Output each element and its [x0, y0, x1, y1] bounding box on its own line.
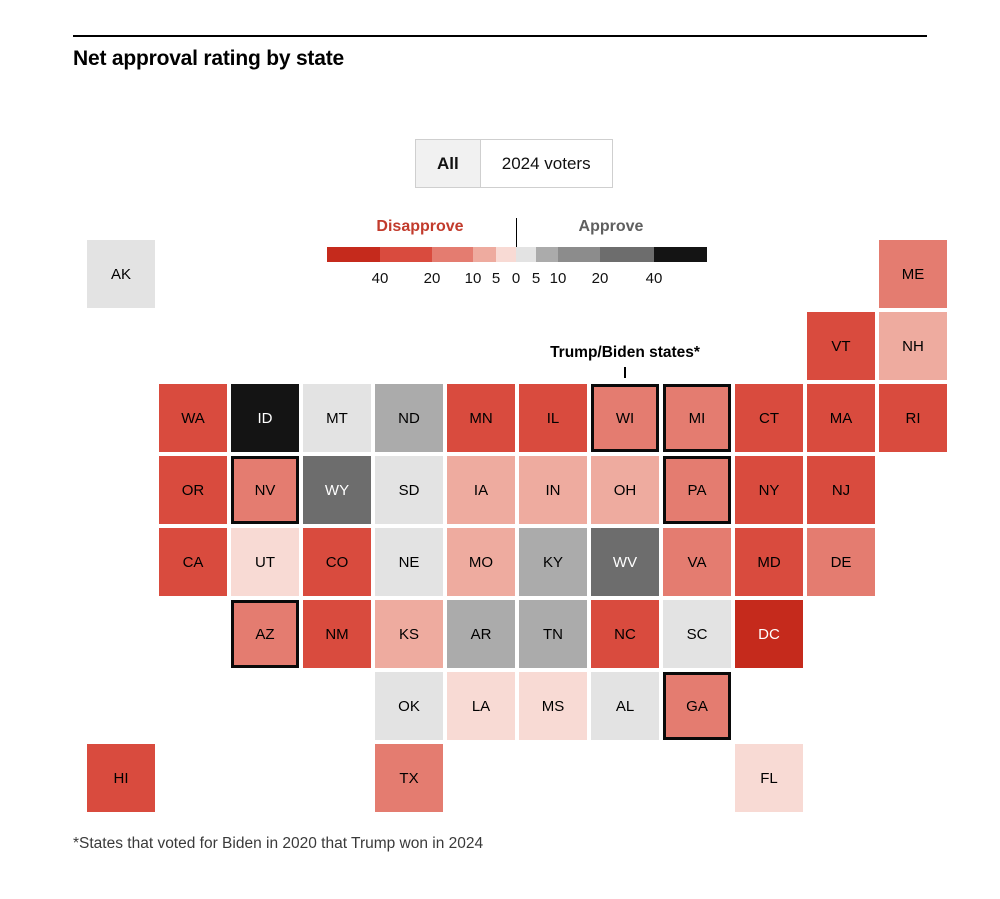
- state-tile-me[interactable]: ME: [879, 240, 947, 308]
- state-tile-az[interactable]: AZ: [231, 600, 299, 668]
- legend-ticks: 40 20 10 5 0 5 10 20 40: [327, 270, 707, 288]
- legend-disapprove-label: Disapprove: [376, 218, 464, 235]
- state-tile-pa[interactable]: PA: [663, 456, 731, 524]
- legend-segment-disapprove-0-5: [496, 247, 516, 262]
- state-tile-dc[interactable]: DC: [735, 600, 803, 668]
- state-tile-ak[interactable]: AK: [87, 240, 155, 308]
- legend-segment-approve-20-40: [600, 247, 654, 262]
- legend-tick-label: 10: [549, 270, 567, 287]
- state-tile-ga[interactable]: GA: [663, 672, 731, 740]
- legend-tick-label: 10: [464, 270, 482, 287]
- state-tile-hi[interactable]: HI: [87, 744, 155, 812]
- page-title: Net approval rating by state: [73, 47, 344, 70]
- state-tile-ma[interactable]: MA: [807, 384, 875, 452]
- state-tile-mt[interactable]: MT: [303, 384, 371, 452]
- audience-toggle: All 2024 voters: [415, 139, 613, 188]
- legend-tick-label: 40: [645, 270, 663, 287]
- state-tile-map: AK ME VT NH WA ID MT ND MN IL WI MI CT MA RI OR NV WY SD IA…: [87, 240, 947, 812]
- state-tile-fl[interactable]: FL: [735, 744, 803, 812]
- state-tile-md[interactable]: MD: [735, 528, 803, 596]
- state-tile-tx[interactable]: TX: [375, 744, 443, 812]
- footnote: *States that voted for Biden in 2020 tha…: [73, 835, 484, 852]
- state-tile-wv[interactable]: WV: [591, 528, 659, 596]
- state-tile-nd[interactable]: ND: [375, 384, 443, 452]
- state-tile-ky[interactable]: KY: [519, 528, 587, 596]
- legend-approve-label: Approve: [578, 218, 644, 235]
- state-tile-la[interactable]: LA: [447, 672, 515, 740]
- state-tile-ny[interactable]: NY: [735, 456, 803, 524]
- state-tile-mo[interactable]: MO: [447, 528, 515, 596]
- top-divider: [73, 35, 927, 37]
- state-tile-il[interactable]: IL: [519, 384, 587, 452]
- state-tile-ok[interactable]: OK: [375, 672, 443, 740]
- state-tile-wa[interactable]: WA: [159, 384, 227, 452]
- toggle-all-button[interactable]: All: [416, 140, 481, 187]
- state-tile-nj[interactable]: NJ: [807, 456, 875, 524]
- state-tile-mi[interactable]: MI: [663, 384, 731, 452]
- legend-segment-disapprove-5-10: [473, 247, 496, 262]
- state-tile-id[interactable]: ID: [231, 384, 299, 452]
- legend-segment-disapprove-20-40: [380, 247, 432, 262]
- state-tile-ar[interactable]: AR: [447, 600, 515, 668]
- state-tile-in[interactable]: IN: [519, 456, 587, 524]
- state-tile-or[interactable]: OR: [159, 456, 227, 524]
- state-tile-ut[interactable]: UT: [231, 528, 299, 596]
- legend-segment-approve-0-5: [516, 247, 536, 262]
- state-tile-nc[interactable]: NC: [591, 600, 659, 668]
- legend-tick-label: 40: [371, 270, 389, 287]
- legend-segment-approve-40plus: [654, 247, 707, 262]
- trump-biden-states-pointer: [624, 367, 626, 378]
- state-tile-ct[interactable]: CT: [735, 384, 803, 452]
- state-tile-mn[interactable]: MN: [447, 384, 515, 452]
- toggle-2024-voters-button[interactable]: 2024 voters: [480, 140, 612, 187]
- legend-segment-disapprove-10-20: [432, 247, 473, 262]
- state-tile-tn[interactable]: TN: [519, 600, 587, 668]
- legend-tick-label: 5: [531, 270, 541, 287]
- state-tile-ne[interactable]: NE: [375, 528, 443, 596]
- state-tile-wi[interactable]: WI: [591, 384, 659, 452]
- state-tile-sc[interactable]: SC: [663, 600, 731, 668]
- legend-tick-label: 0: [511, 270, 521, 287]
- legend-segment-approve-5-10: [536, 247, 558, 262]
- state-tile-al[interactable]: AL: [591, 672, 659, 740]
- trump-biden-states-label: Trump/Biden states*: [550, 344, 700, 361]
- state-tile-nh[interactable]: NH: [879, 312, 947, 380]
- legend-tick-label: 5: [491, 270, 501, 287]
- state-tile-ks[interactable]: KS: [375, 600, 443, 668]
- state-tile-oh[interactable]: OH: [591, 456, 659, 524]
- legend-segment-approve-10-20: [558, 247, 600, 262]
- state-tile-ca[interactable]: CA: [159, 528, 227, 596]
- state-tile-ia[interactable]: IA: [447, 456, 515, 524]
- legend-tick-label: 20: [591, 270, 609, 287]
- state-tile-vt[interactable]: VT: [807, 312, 875, 380]
- legend-tick-label: 20: [423, 270, 441, 287]
- state-tile-de[interactable]: DE: [807, 528, 875, 596]
- state-tile-va[interactable]: VA: [663, 528, 731, 596]
- state-tile-nm[interactable]: NM: [303, 600, 371, 668]
- state-tile-ri[interactable]: RI: [879, 384, 947, 452]
- legend-color-scale: [327, 247, 707, 262]
- state-tile-sd[interactable]: SD: [375, 456, 443, 524]
- legend-segment-disapprove-40plus: [327, 247, 380, 262]
- state-tile-nv[interactable]: NV: [231, 456, 299, 524]
- state-tile-co[interactable]: CO: [303, 528, 371, 596]
- state-tile-wy[interactable]: WY: [303, 456, 371, 524]
- state-tile-ms[interactable]: MS: [519, 672, 587, 740]
- legend-zero-line: [516, 218, 517, 262]
